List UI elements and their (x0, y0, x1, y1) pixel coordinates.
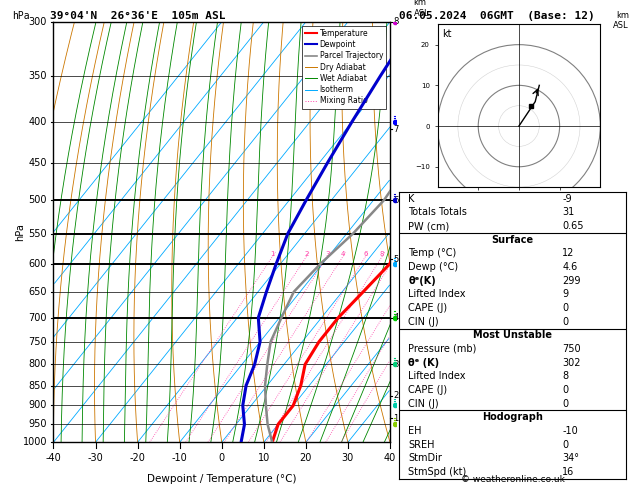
Text: 31: 31 (562, 208, 575, 217)
Text: 900: 900 (29, 400, 47, 411)
Text: 2: 2 (304, 251, 308, 257)
Text: -10: -10 (172, 453, 187, 463)
Text: θᵉ (K): θᵉ (K) (408, 358, 440, 367)
Text: 500: 500 (29, 195, 47, 205)
Text: 0: 0 (562, 385, 569, 395)
Text: 299: 299 (562, 276, 581, 286)
Text: 30: 30 (342, 453, 354, 463)
Text: Totals Totals: Totals Totals (408, 208, 467, 217)
Text: 8: 8 (393, 17, 399, 26)
Text: 4: 4 (340, 251, 345, 257)
Text: 950: 950 (29, 419, 47, 429)
Text: 3: 3 (325, 251, 330, 257)
Text: Surface: Surface (492, 235, 533, 245)
Text: 0: 0 (562, 303, 569, 313)
Text: 350: 350 (29, 70, 47, 81)
Text: Dewp (°C): Dewp (°C) (408, 262, 459, 272)
Text: 0: 0 (562, 399, 569, 409)
Text: Pressure (mb): Pressure (mb) (408, 344, 477, 354)
Text: 40: 40 (384, 453, 396, 463)
Text: CIN (J): CIN (J) (408, 317, 439, 327)
Text: 1: 1 (270, 251, 274, 257)
Text: 1LCL: 1LCL (393, 414, 414, 422)
Text: 2: 2 (393, 391, 399, 400)
Text: 8: 8 (380, 251, 384, 257)
Text: 0: 0 (219, 453, 225, 463)
Text: 6: 6 (363, 251, 367, 257)
Text: Most Unstable: Most Unstable (473, 330, 552, 340)
Text: 34°: 34° (562, 453, 579, 463)
Text: K: K (408, 194, 415, 204)
Text: Lifted Index: Lifted Index (408, 371, 466, 382)
Text: 16: 16 (562, 467, 575, 477)
Text: 800: 800 (29, 359, 47, 369)
Text: 650: 650 (29, 287, 47, 297)
Text: 400: 400 (29, 117, 47, 127)
Legend: Temperature, Dewpoint, Parcel Trajectory, Dry Adiabat, Wet Adiabat, Isotherm, Mi: Temperature, Dewpoint, Parcel Trajectory… (302, 26, 386, 108)
Text: 850: 850 (29, 381, 47, 391)
Text: StmSpd (kt): StmSpd (kt) (408, 467, 467, 477)
Text: © weatheronline.co.uk: © weatheronline.co.uk (460, 475, 565, 484)
Text: 4: 4 (393, 313, 399, 322)
Text: 12: 12 (562, 248, 575, 259)
Text: Dewpoint / Temperature (°C): Dewpoint / Temperature (°C) (147, 474, 296, 484)
Text: 5: 5 (393, 255, 399, 264)
Text: 39°04'N  26°36'E  105m ASL: 39°04'N 26°36'E 105m ASL (50, 11, 226, 21)
Text: PW (cm): PW (cm) (408, 221, 450, 231)
Text: 0.65: 0.65 (562, 221, 584, 231)
Text: θᵉ(K): θᵉ(K) (408, 276, 437, 286)
Text: 7: 7 (393, 125, 399, 134)
Text: 1000: 1000 (23, 437, 47, 447)
Text: km
ASL: km ASL (413, 0, 429, 17)
Text: 0: 0 (562, 317, 569, 327)
Text: CAPE (J): CAPE (J) (408, 385, 448, 395)
Text: CAPE (J): CAPE (J) (408, 303, 448, 313)
Text: 600: 600 (29, 259, 47, 269)
Text: 3: 3 (393, 360, 399, 369)
Text: 300: 300 (29, 17, 47, 27)
Text: -10: -10 (562, 426, 578, 436)
Text: -20: -20 (130, 453, 145, 463)
Text: 450: 450 (29, 158, 47, 169)
Text: -30: -30 (87, 453, 103, 463)
Text: Temp (°C): Temp (°C) (408, 248, 457, 259)
Text: 302: 302 (562, 358, 581, 367)
Text: 750: 750 (28, 337, 47, 347)
Text: 550: 550 (28, 228, 47, 239)
Text: 9: 9 (562, 289, 569, 299)
Text: 10: 10 (258, 453, 270, 463)
Text: Hodograph: Hodograph (482, 412, 543, 422)
Text: 750: 750 (562, 344, 581, 354)
Text: SREH: SREH (408, 439, 435, 450)
Text: Mixing Ratio (g/kg): Mixing Ratio (g/kg) (405, 226, 414, 306)
Text: 20: 20 (299, 453, 312, 463)
Text: 0: 0 (562, 439, 569, 450)
Text: km
ASL: km ASL (613, 11, 629, 30)
Text: 4.6: 4.6 (562, 262, 577, 272)
Text: CIN (J): CIN (J) (408, 399, 439, 409)
Text: kt: kt (442, 29, 452, 39)
Text: hPa: hPa (13, 11, 30, 21)
Text: hPa: hPa (15, 223, 25, 241)
Text: -9: -9 (562, 194, 572, 204)
Text: -40: -40 (45, 453, 62, 463)
Text: Lifted Index: Lifted Index (408, 289, 466, 299)
Text: StmDir: StmDir (408, 453, 442, 463)
Text: 6: 6 (393, 196, 399, 205)
Text: 06.05.2024  06GMT  (Base: 12): 06.05.2024 06GMT (Base: 12) (399, 11, 595, 21)
Text: 700: 700 (29, 312, 47, 323)
Text: 8: 8 (562, 371, 569, 382)
Text: EH: EH (408, 426, 422, 436)
